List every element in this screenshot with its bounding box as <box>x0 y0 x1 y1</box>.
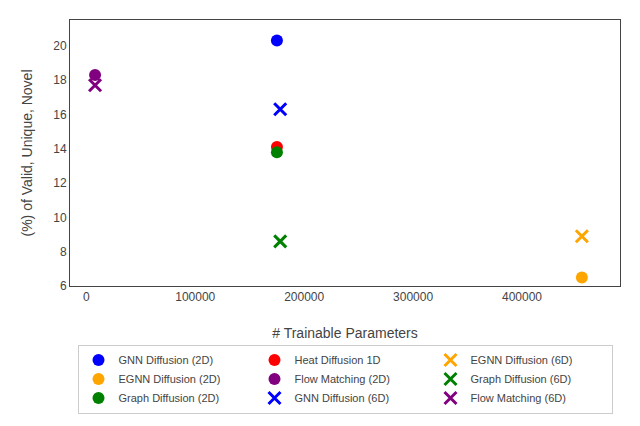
svg-text:6: 6 <box>60 279 67 293</box>
svg-text:Flow Matching (2D): Flow Matching (2D) <box>295 373 390 385</box>
svg-text:12: 12 <box>53 176 67 190</box>
svg-text:400000: 400000 <box>502 290 542 304</box>
svg-text:EGNN Diffusion (2D): EGNN Diffusion (2D) <box>119 373 221 385</box>
svg-text:10: 10 <box>53 211 67 225</box>
svg-text:8: 8 <box>60 245 67 259</box>
svg-text:20: 20 <box>53 39 67 53</box>
svg-text:Flow Matching (6D): Flow Matching (6D) <box>471 392 566 404</box>
svg-text:Graph Diffusion (2D): Graph Diffusion (2D) <box>119 392 220 404</box>
svg-text:100000: 100000 <box>175 290 215 304</box>
svg-text:Heat Diffusion 1D: Heat Diffusion 1D <box>295 354 381 366</box>
svg-text:16: 16 <box>53 108 67 122</box>
svg-text:300000: 300000 <box>393 290 433 304</box>
svg-text:EGNN Diffusion (6D): EGNN Diffusion (6D) <box>471 354 573 366</box>
svg-text:GNN Diffusion (2D): GNN Diffusion (2D) <box>119 354 214 366</box>
svg-text:(%) of Valid, Unique, Novel: (%) of Valid, Unique, Novel <box>19 69 35 236</box>
svg-text:200000: 200000 <box>284 290 324 304</box>
svg-text:Graph Diffusion (6D): Graph Diffusion (6D) <box>471 373 572 385</box>
svg-text:# Trainable Parameters: # Trainable Parameters <box>272 325 418 341</box>
svg-text:14: 14 <box>53 142 67 156</box>
svg-text:18: 18 <box>53 73 67 87</box>
svg-text:0: 0 <box>83 290 90 304</box>
svg-text:GNN Diffusion (6D): GNN Diffusion (6D) <box>295 392 390 404</box>
